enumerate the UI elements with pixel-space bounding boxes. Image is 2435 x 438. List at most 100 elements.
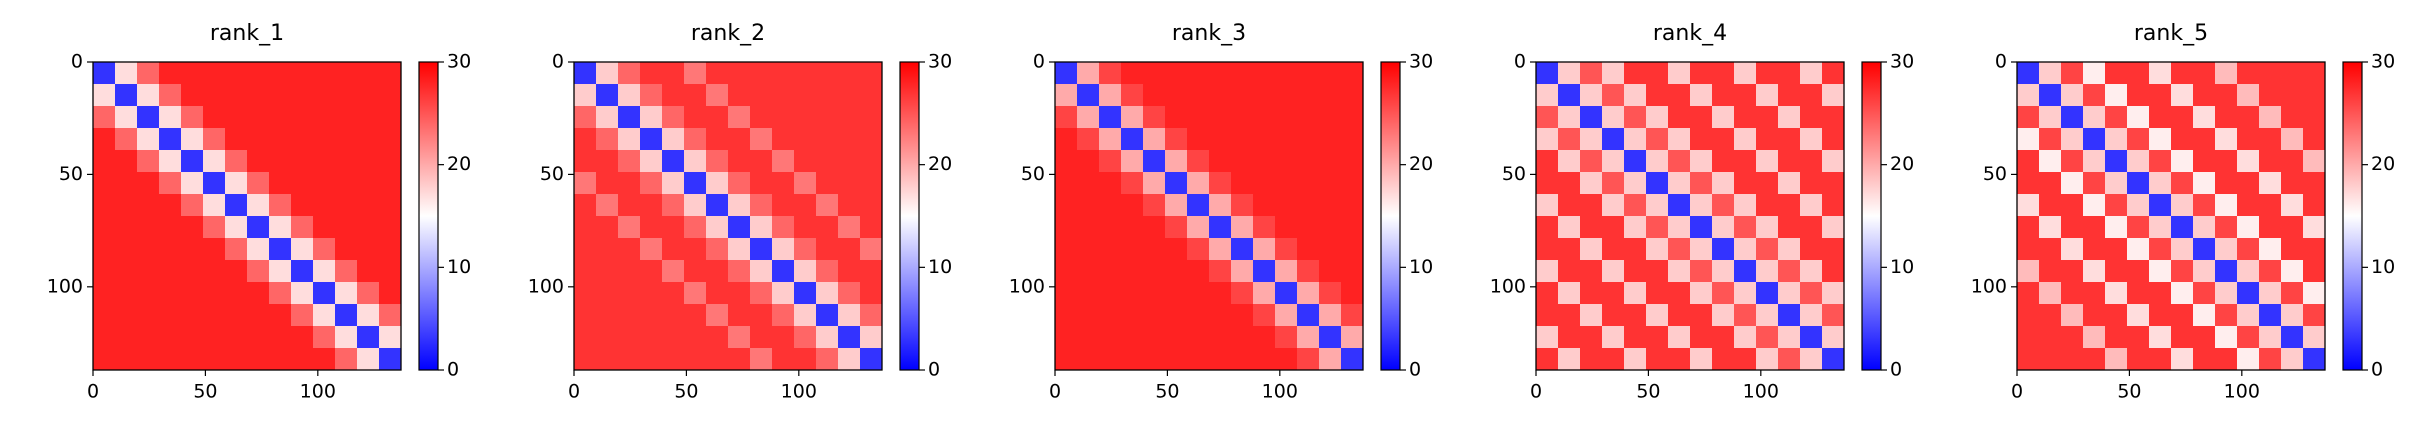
heatmap-cell — [159, 216, 182, 239]
heatmap-cell — [1143, 326, 1166, 349]
heatmap-cell — [1756, 304, 1779, 327]
heatmap-cell — [1690, 128, 1713, 151]
heatmap-cell — [596, 216, 619, 239]
heatmap-cell — [2105, 62, 2128, 85]
heatmap-cell — [291, 150, 314, 173]
heatmap-cell — [291, 348, 314, 371]
heatmap-cell — [357, 326, 380, 349]
heatmap-cell — [313, 194, 336, 217]
heatmap-cell — [794, 106, 817, 129]
heatmap-cell — [2193, 84, 2216, 107]
heatmap-cell — [728, 326, 751, 349]
heatmap-cell — [181, 238, 204, 261]
heatmap-cell — [159, 238, 182, 261]
heatmap-cell — [137, 326, 160, 349]
heatmap-cell — [794, 194, 817, 217]
heatmap-cell — [1319, 304, 1342, 327]
heatmap-cell — [1319, 150, 1342, 173]
heatmap-cell — [2127, 282, 2150, 305]
heatmap-cell — [1558, 260, 1581, 283]
heatmap-cell — [2105, 216, 2128, 239]
heatmap-cell — [1558, 106, 1581, 129]
heatmap-cell — [203, 150, 226, 173]
heatmap-cell — [2061, 84, 2084, 107]
heatmap-cell — [2127, 62, 2150, 85]
heatmap-cell — [596, 62, 619, 85]
heatmap-cell — [2105, 150, 2128, 173]
heatmap-cell — [662, 282, 685, 305]
colorbar-tick-label: 20 — [2371, 153, 2395, 175]
heatmap-cell — [335, 348, 358, 371]
x-tick-label: 50 — [1636, 381, 1660, 403]
heatmap-cell — [137, 128, 160, 151]
heatmap-cell — [1822, 348, 1845, 371]
heatmap-cell — [2237, 150, 2260, 173]
heatmap-cell — [1055, 238, 1078, 261]
heatmap-cell — [2083, 84, 2106, 107]
heatmap-cell — [1297, 304, 1320, 327]
heatmap-cell — [379, 172, 402, 195]
heatmap-cell — [2061, 216, 2084, 239]
heatmap-cell — [2281, 172, 2304, 195]
heatmap-cell — [2061, 282, 2084, 305]
heatmap-cell — [1121, 128, 1144, 151]
heatmap-cell — [1734, 282, 1757, 305]
axes-frame — [92, 61, 402, 371]
heatmap-cell — [1800, 238, 1823, 261]
heatmap-cell — [137, 260, 160, 283]
heatmap-cell — [335, 216, 358, 239]
heatmap-cell — [1187, 106, 1210, 129]
heatmap-cell — [181, 282, 204, 305]
heatmap-cell — [247, 282, 270, 305]
heatmap-cell — [1297, 260, 1320, 283]
heatmap-cell — [1187, 194, 1210, 217]
heatmap-cell — [1319, 260, 1342, 283]
heatmap-cell — [1734, 172, 1757, 195]
heatmap-cell — [1646, 238, 1669, 261]
heatmap-cell — [1602, 304, 1625, 327]
heatmap-cell — [1187, 238, 1210, 261]
heatmap-cell — [313, 238, 336, 261]
heatmap-cell — [247, 194, 270, 217]
heatmap-cell — [2171, 150, 2194, 173]
heatmap-cell — [1668, 326, 1691, 349]
heatmap-cell — [1668, 106, 1691, 129]
heatmap-cell — [181, 194, 204, 217]
heatmap-cell — [2171, 216, 2194, 239]
heatmap-cell — [1341, 216, 1364, 239]
colorbar-tick-label: 10 — [447, 256, 471, 278]
heatmap-cell — [2237, 106, 2260, 129]
heatmap-cell — [1624, 216, 1647, 239]
heatmap-cell — [1319, 62, 1342, 85]
heatmap-cell — [1209, 326, 1232, 349]
heatmap-cell — [2193, 150, 2216, 173]
heatmap-cell — [291, 216, 314, 239]
heatmap-cell — [1231, 326, 1254, 349]
heatmap-cell — [1187, 216, 1210, 239]
heatmap-cell — [1580, 238, 1603, 261]
heatmap-cell — [1231, 216, 1254, 239]
heatmap-cell — [1187, 260, 1210, 283]
colorbar-tick-label: 30 — [2371, 51, 2395, 73]
heatmap-cell — [225, 282, 248, 305]
heatmap-cell — [1253, 326, 1276, 349]
heatmap-cell — [772, 106, 795, 129]
heatmap-cell — [1690, 348, 1713, 371]
heatmap-cell — [816, 106, 839, 129]
heatmap-cell — [838, 348, 861, 371]
heatmap-cell — [684, 348, 707, 371]
heatmap-cell — [2171, 348, 2194, 371]
heatmap-cell — [750, 260, 773, 283]
heatmap-cell — [1580, 84, 1603, 107]
heatmap-cell — [618, 216, 641, 239]
heatmap-cell — [137, 216, 160, 239]
heatmap-cell — [772, 62, 795, 85]
heatmap-cell — [1800, 348, 1823, 371]
heatmap-cell — [203, 62, 226, 85]
heatmap-cell — [269, 282, 292, 305]
y-tick-label: 50 — [1021, 163, 1045, 185]
heatmap-cell — [225, 128, 248, 151]
heatmap-cell — [838, 304, 861, 327]
heatmap-cell — [1055, 150, 1078, 173]
heatmap-cell — [2215, 106, 2238, 129]
